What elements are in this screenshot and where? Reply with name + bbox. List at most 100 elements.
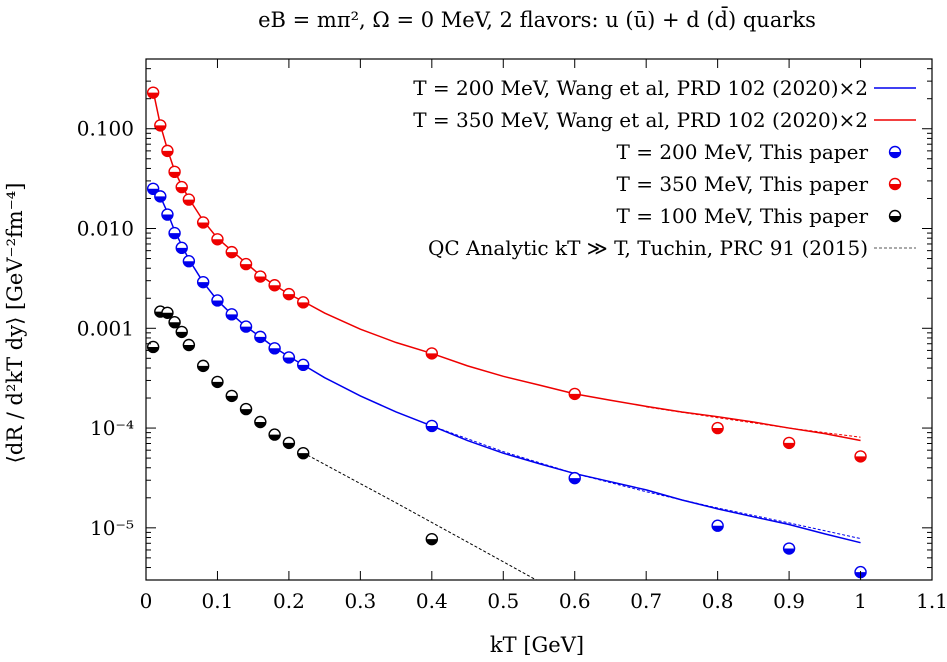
series-2-point-7	[211, 294, 224, 307]
series-4-point-3-fill	[169, 322, 181, 328]
series-2-point-8-fill	[226, 314, 238, 320]
series-3-point-12	[282, 287, 296, 301]
y-tick-label-2: 0.001	[77, 316, 134, 340]
y-axis-label: ⟨dR / d²kT dy⟩ [GeV⁻²fm⁻⁴]	[3, 183, 27, 464]
x-tick-label-4: 0.4	[416, 589, 448, 613]
plot-area	[146, 86, 867, 580]
series-3-point-1-fill	[154, 125, 166, 131]
series-3-point-11-fill	[269, 285, 281, 291]
x-tick-label-5: 0.5	[487, 589, 519, 613]
series-2-point-17	[782, 542, 796, 555]
series-2-point-11-fill	[269, 348, 281, 354]
legend-label-5: QC Analytic kT ≫ T, Tuchin, PRC 91 (2015…	[428, 236, 868, 260]
legend-label-1: T = 350 MeV, Wang et al, PRD 102 (2020)×…	[413, 108, 868, 132]
series-2-point-17-fill	[783, 548, 795, 555]
x-axis: 0 0.1 0.2 0.3 0.4 0.5 0.6 0.7 0.8 0.9 1 1.1	[140, 59, 947, 613]
series-4-point-10-fill	[254, 422, 266, 428]
series-3-point-17	[782, 436, 796, 450]
series-3-point-2-fill	[161, 150, 173, 157]
legend-label-2: T = 200 MeV, This paper	[617, 140, 869, 164]
series-2-point-14	[425, 419, 439, 433]
series-2-point-3-fill	[169, 233, 181, 239]
series-4-point-9-fill	[240, 409, 252, 415]
series-2-point-16-fill	[712, 525, 724, 532]
series-3-point-13	[297, 296, 310, 309]
y-tick-label-3: 10⁻⁴	[90, 416, 134, 440]
series-3-point-5	[182, 193, 196, 206]
legend-sample-3	[888, 177, 902, 191]
x-tick-label-7: 0.7	[630, 589, 662, 613]
series-3-point-7	[211, 233, 224, 246]
series-3-point-17-fill	[783, 442, 795, 449]
y-tick-label-1: 0.010	[77, 217, 134, 241]
series-3-point-4	[175, 180, 188, 194]
series-3-point-2	[161, 144, 174, 158]
series-4-point-13	[297, 446, 310, 460]
series-4-point-8	[225, 389, 238, 403]
series-3-point-6	[196, 216, 210, 229]
series-2-point-12	[282, 351, 296, 364]
series-3-point-3-fill	[169, 171, 181, 178]
series-2-point-7-fill	[211, 300, 223, 306]
series-4-point-6	[196, 359, 210, 373]
series-4-point-5-fill	[183, 344, 195, 351]
x-tick-label-10: 1	[854, 589, 867, 613]
series-4-point-2	[161, 306, 174, 319]
series-4-point-10	[254, 415, 267, 429]
series-4-point-14	[425, 532, 439, 546]
legend: T = 200 MeV, Wang et al, PRD 102 (2020)×…	[413, 76, 916, 260]
series-2-point-15	[568, 471, 581, 485]
series-2-point-5-fill	[183, 261, 195, 267]
legend-sample-2-fill	[889, 152, 901, 158]
series-3-point-3	[168, 165, 181, 179]
series-3-point-14-fill	[426, 353, 438, 359]
series-2-point-1	[154, 190, 167, 203]
series-3-point-9	[239, 257, 253, 271]
series-dashed-5-2	[646, 406, 861, 438]
series-3-point-10	[254, 270, 267, 283]
series-2-point-11	[268, 342, 281, 355]
series-2-point-12-fill	[283, 357, 295, 363]
legend-sample-2	[888, 145, 902, 159]
series-3-point-18	[854, 450, 867, 463]
series-3-point-15	[568, 387, 581, 401]
series-2-point-6-fill	[197, 282, 209, 288]
series-3-point-14	[425, 347, 439, 360]
series-3-point-18-fill	[855, 456, 867, 462]
series-2-point-6	[196, 275, 210, 289]
series-3-point-8	[225, 245, 238, 259]
series-4-point-12	[282, 436, 296, 450]
x-tick-label-2: 0.2	[273, 589, 305, 613]
series-3-point-11	[268, 279, 281, 292]
series-2-point-13	[297, 358, 310, 372]
series-3-point-16	[711, 421, 724, 435]
series-4-point-12-fill	[283, 442, 295, 449]
y-tick-label-4: 10⁻⁵	[90, 516, 134, 540]
series-3-point-1	[154, 119, 167, 132]
x-axis-label: kT [GeV]	[490, 633, 584, 657]
series-3-point-10-fill	[254, 276, 266, 283]
series-2-point-13-fill	[297, 364, 309, 371]
series-4-point-7	[211, 375, 224, 389]
series-4-point-4	[175, 325, 188, 339]
series-4-point-3	[168, 316, 181, 329]
series-3-point-16-fill	[712, 428, 724, 434]
series-2-point-5	[182, 255, 196, 268]
series-2-point-2	[161, 208, 174, 221]
legend-label-0: T = 200 MeV, Wang et al, PRD 102 (2020)×…	[413, 76, 868, 100]
series-2-point-0	[146, 182, 160, 196]
series-2-point-8	[225, 308, 238, 321]
series-3-point-5-fill	[183, 199, 195, 206]
series-2-point-10	[254, 330, 267, 344]
series-4-point-14-fill	[426, 539, 438, 545]
series-4-point-2-fill	[161, 312, 173, 319]
series-2-point-2-fill	[161, 214, 173, 221]
x-tick-label-6: 0.6	[559, 589, 591, 613]
y-tick-label-0: 0.100	[77, 117, 134, 141]
plot-frame	[145, 58, 933, 581]
legend-sample-4	[888, 209, 902, 223]
series-2-point-1-fill	[154, 196, 166, 202]
x-tick-label-9: 0.9	[773, 589, 805, 613]
x-tick-label-1: 0.1	[202, 589, 234, 613]
